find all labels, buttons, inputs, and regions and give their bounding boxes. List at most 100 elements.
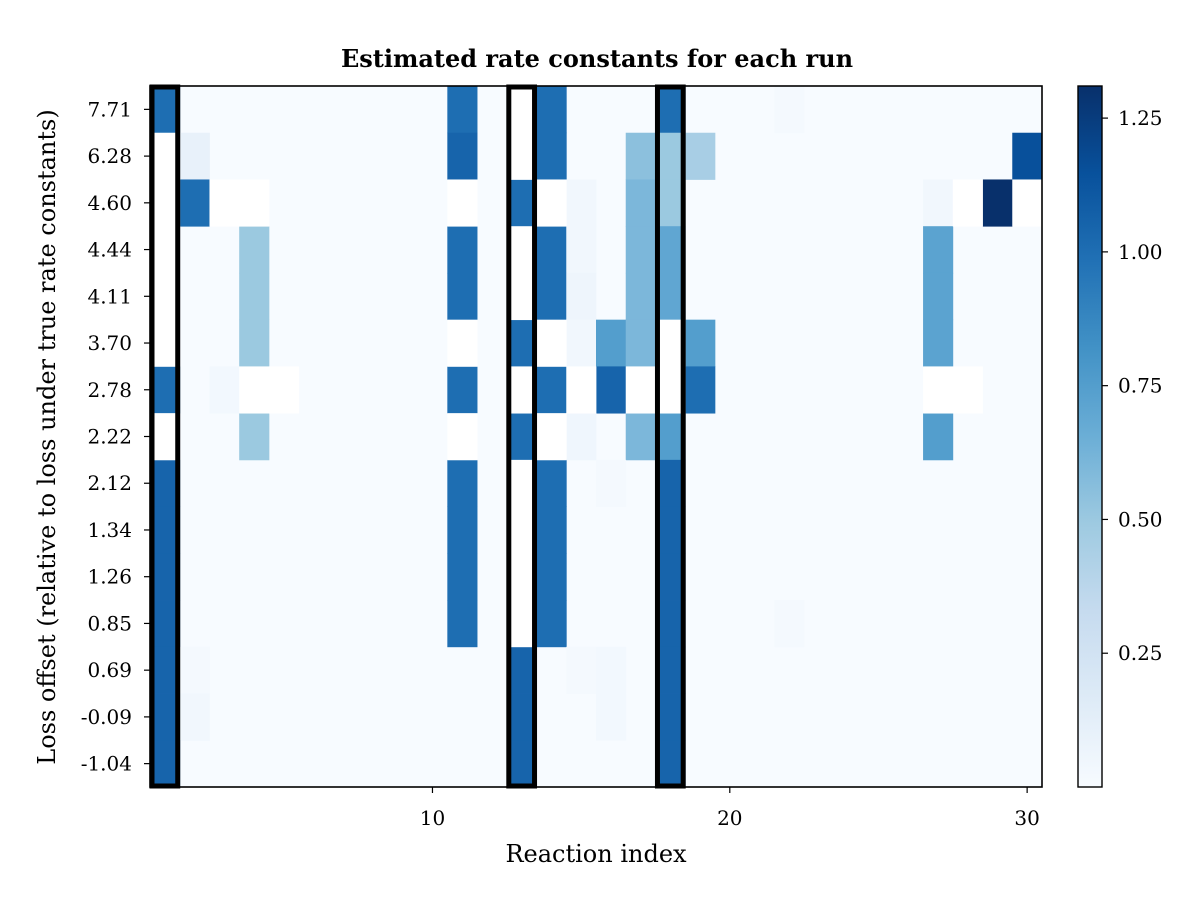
heatmap-cell xyxy=(447,553,478,601)
heatmap-cell xyxy=(655,740,686,788)
heatmap-cell xyxy=(655,693,686,741)
heatmap-cell-empty xyxy=(150,319,181,367)
heatmap-cell xyxy=(566,646,597,694)
heatmap-cell-empty xyxy=(923,366,954,414)
colorbar-tick-label: 1.00 xyxy=(1118,240,1163,264)
heatmap-cell xyxy=(447,366,478,414)
colorbar-tick-label: 0.25 xyxy=(1118,641,1163,665)
heatmap-cell xyxy=(625,319,656,367)
heatmap-cell-empty xyxy=(150,132,181,180)
heatmap-cell xyxy=(506,413,537,461)
y-tick-label: 2.78 xyxy=(87,378,132,402)
heatmap-cell xyxy=(506,179,537,227)
heatmap-cell xyxy=(655,646,686,694)
heatmap-cell xyxy=(179,132,210,180)
heatmap-cell-empty xyxy=(952,366,983,414)
heatmap-cell xyxy=(150,693,181,741)
heatmap-cell xyxy=(685,132,716,180)
y-tick-label: -0.09 xyxy=(81,705,132,729)
heatmap-cell xyxy=(506,319,537,367)
heatmap-cell xyxy=(655,459,686,507)
heatmap-cell-empty xyxy=(506,506,537,554)
y-tick-label: 4.11 xyxy=(87,284,132,308)
heatmap-cell xyxy=(150,646,181,694)
heatmap-cell xyxy=(150,553,181,601)
heatmap-cell xyxy=(685,366,716,414)
heatmap-cell xyxy=(655,226,686,274)
y-tick-label: 6.28 xyxy=(87,144,132,168)
y-tick-label: 2.22 xyxy=(87,425,132,449)
x-tick-label: 20 xyxy=(717,806,742,830)
heatmap-cell-empty xyxy=(506,132,537,180)
heatmap-cell xyxy=(150,459,181,507)
y-tick-label: 4.44 xyxy=(87,238,132,262)
heatmap-cell-empty xyxy=(1012,179,1043,227)
heatmap-cell xyxy=(536,366,567,414)
heatmap-cell xyxy=(536,459,567,507)
heatmap-cell-empty xyxy=(447,413,478,461)
heatmap-cell xyxy=(506,740,537,788)
heatmap-cell xyxy=(566,226,597,274)
heatmap-cell-empty xyxy=(239,366,270,414)
heatmap-cell-empty xyxy=(506,459,537,507)
chart-title: Estimated rate constants for each run xyxy=(341,44,853,73)
y-tick-label: 4.60 xyxy=(87,191,132,215)
heatmap-cell-empty xyxy=(150,272,181,321)
heatmap-cell xyxy=(982,179,1013,227)
x-axis-label: Reaction index xyxy=(505,840,687,868)
y-tick-label: 1.34 xyxy=(87,518,132,542)
heatmap-cell xyxy=(655,132,686,180)
heatmap-cell xyxy=(774,600,805,648)
heatmap-cell xyxy=(239,413,270,461)
heatmap-cell xyxy=(150,366,181,414)
heatmap-cell xyxy=(447,272,478,321)
heatmap-cell-empty xyxy=(536,319,567,367)
heatmap-cell xyxy=(596,459,627,507)
heatmap-cell xyxy=(625,226,656,274)
heatmap-cell xyxy=(447,132,478,180)
heatmap-cell xyxy=(566,179,597,227)
heatmap-cell xyxy=(447,86,478,134)
heatmap-cell xyxy=(506,646,537,694)
heatmap-cell xyxy=(774,86,805,134)
heatmap-cell xyxy=(923,179,954,227)
heatmap-cells xyxy=(150,86,1043,788)
colorbar-tick-label: 0.50 xyxy=(1118,507,1163,531)
heatmap-cell xyxy=(179,693,210,741)
colorbar-ticks: 0.25 0.50 0.75 1.00 1.25 xyxy=(1102,106,1163,665)
heatmap-cell-empty xyxy=(447,319,478,367)
heatmap-cell xyxy=(685,319,716,367)
heatmap-cell xyxy=(536,272,567,321)
heatmap-cell xyxy=(625,272,656,321)
x-tick-label: 10 xyxy=(420,806,445,830)
heatmap-cell xyxy=(596,366,627,414)
column-highlight-box xyxy=(506,84,538,789)
heatmap-cell xyxy=(536,226,567,274)
heatmap-cell xyxy=(536,132,567,180)
heatmap-cell-empty xyxy=(150,226,181,274)
y-tick-label: 0.69 xyxy=(87,658,132,682)
heatmap-cell xyxy=(536,86,567,134)
colorbar-tick-label: 1.25 xyxy=(1118,106,1163,130)
heatmap-cell xyxy=(655,506,686,554)
heatmap-cell xyxy=(566,319,597,367)
heatmap-cell xyxy=(596,646,627,694)
heatmap-cell xyxy=(536,600,567,648)
heatmap-cell-empty xyxy=(952,179,983,227)
heatmap-cell xyxy=(596,693,627,741)
heatmap-cell-empty xyxy=(655,319,686,367)
heatmap-cell xyxy=(239,319,270,367)
column-highlight-box xyxy=(654,84,686,789)
heatmap-cell xyxy=(150,600,181,648)
heatmap-cell xyxy=(625,179,656,227)
heatmap-cell xyxy=(447,459,478,507)
heatmap-cell xyxy=(447,506,478,554)
x-tick-label: 30 xyxy=(1014,806,1039,830)
heatmap-cell xyxy=(150,740,181,788)
colorbar-tick-label: 0.75 xyxy=(1118,374,1163,398)
heatmap-cell-empty xyxy=(268,366,300,414)
heatmap-cell-empty xyxy=(150,413,181,461)
column-highlight-box xyxy=(149,84,181,789)
heatmap-cell-empty xyxy=(506,366,537,414)
